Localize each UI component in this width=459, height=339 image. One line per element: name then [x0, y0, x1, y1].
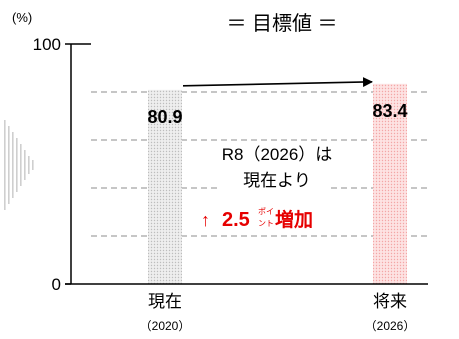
change-unit-bottom: ント	[258, 219, 274, 228]
change-value: 2.5	[222, 209, 250, 231]
y-tick-label-0: 0	[52, 275, 61, 294]
decorative-stripes	[4, 120, 34, 210]
annotation: R8（2026）は 現在より ↑ 2.5 ポイ ント 増加	[198, 142, 356, 235]
change-suffix: 増加	[275, 208, 313, 231]
trend-arrow	[182, 77, 373, 88]
gridlines	[91, 91, 428, 237]
annotation-line2: 現在より	[243, 171, 311, 190]
bar-future-2026	[373, 83, 407, 284]
bar-current-2020	[148, 89, 182, 284]
y-tick-label-100: 100	[33, 35, 61, 54]
chart-title: ＝ 目標値 ＝	[226, 12, 337, 35]
category-label-current: 現在	[148, 292, 182, 311]
category-sublabel-future: （2026）	[365, 319, 416, 333]
value-label-future: 83.4	[372, 101, 407, 121]
value-label-current: 80.9	[147, 107, 182, 127]
y-unit-label: (%)	[12, 10, 32, 25]
change-unit-top: ポイ	[258, 207, 274, 216]
annotation-line1: R8（2026）は	[222, 145, 333, 164]
category-sublabel-current: （2020）	[140, 319, 191, 333]
change-arrow: ↑	[201, 210, 210, 230]
category-label-future: 将来	[373, 292, 407, 311]
